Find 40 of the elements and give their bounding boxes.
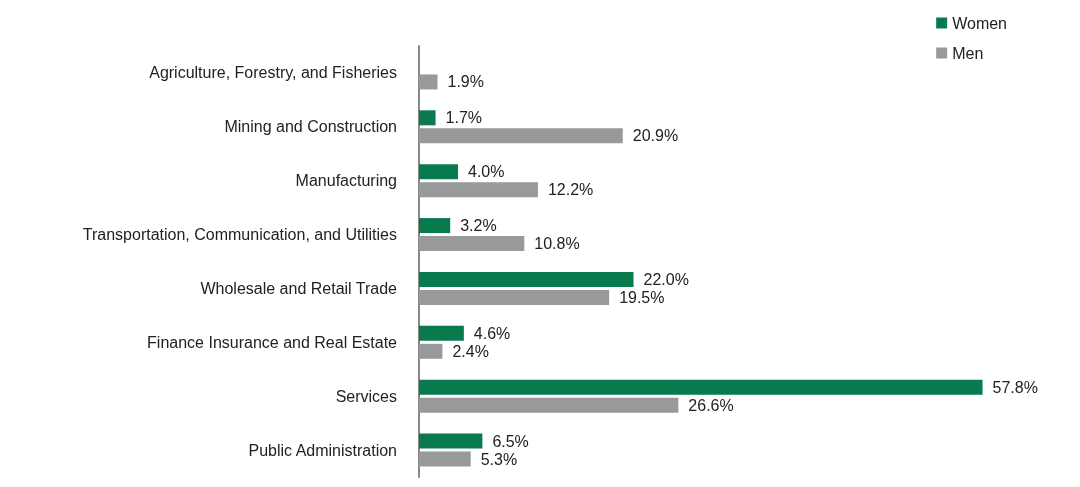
y-tick-label: Agriculture, Forestry, and Fisheries xyxy=(149,64,397,82)
data-label: 4.0% xyxy=(468,163,505,181)
data-label: 3.2% xyxy=(460,217,497,235)
data-label: 4.6% xyxy=(473,324,511,342)
data-label: 57.8% xyxy=(992,378,1038,396)
bar xyxy=(419,182,538,198)
data-label: 19.5% xyxy=(619,288,665,306)
data-label: 22.0% xyxy=(643,270,689,288)
data-label: 20.9% xyxy=(632,127,679,145)
bar xyxy=(419,74,438,90)
data-label: 10.8% xyxy=(534,235,580,253)
bar xyxy=(419,271,634,287)
y-tick-label: Public Administration xyxy=(248,441,397,459)
bar xyxy=(419,343,443,359)
y-tick-label: Manufacturing xyxy=(295,172,397,190)
bar xyxy=(419,397,679,413)
bar xyxy=(419,128,623,144)
data-label: 1.7% xyxy=(445,109,483,127)
data-label: 2.4% xyxy=(452,342,489,360)
bar xyxy=(419,379,983,395)
data-label: 1.9% xyxy=(447,73,484,91)
legend-label: Men xyxy=(952,44,984,62)
y-tick-label: Transportation, Communication, and Utilities xyxy=(82,226,397,244)
bar xyxy=(419,325,464,341)
data-label: 5.3% xyxy=(480,450,518,468)
bar xyxy=(419,433,483,449)
bar xyxy=(419,164,458,180)
legend-label: Women xyxy=(952,14,1008,32)
bar xyxy=(419,451,471,467)
bar xyxy=(419,218,451,234)
bar xyxy=(419,236,525,252)
data-label: 26.6% xyxy=(688,396,734,414)
y-tick-label: Mining and Construction xyxy=(224,118,397,136)
y-tick-label: Wholesale and Retail Trade xyxy=(200,279,398,297)
data-label: 12.2% xyxy=(547,181,594,199)
data-label: 6.5% xyxy=(492,432,529,450)
y-tick-label: Finance Insurance and Real Estate xyxy=(147,333,398,351)
bar xyxy=(419,110,436,126)
y-tick-label: Services xyxy=(335,387,397,405)
bar xyxy=(419,289,610,305)
